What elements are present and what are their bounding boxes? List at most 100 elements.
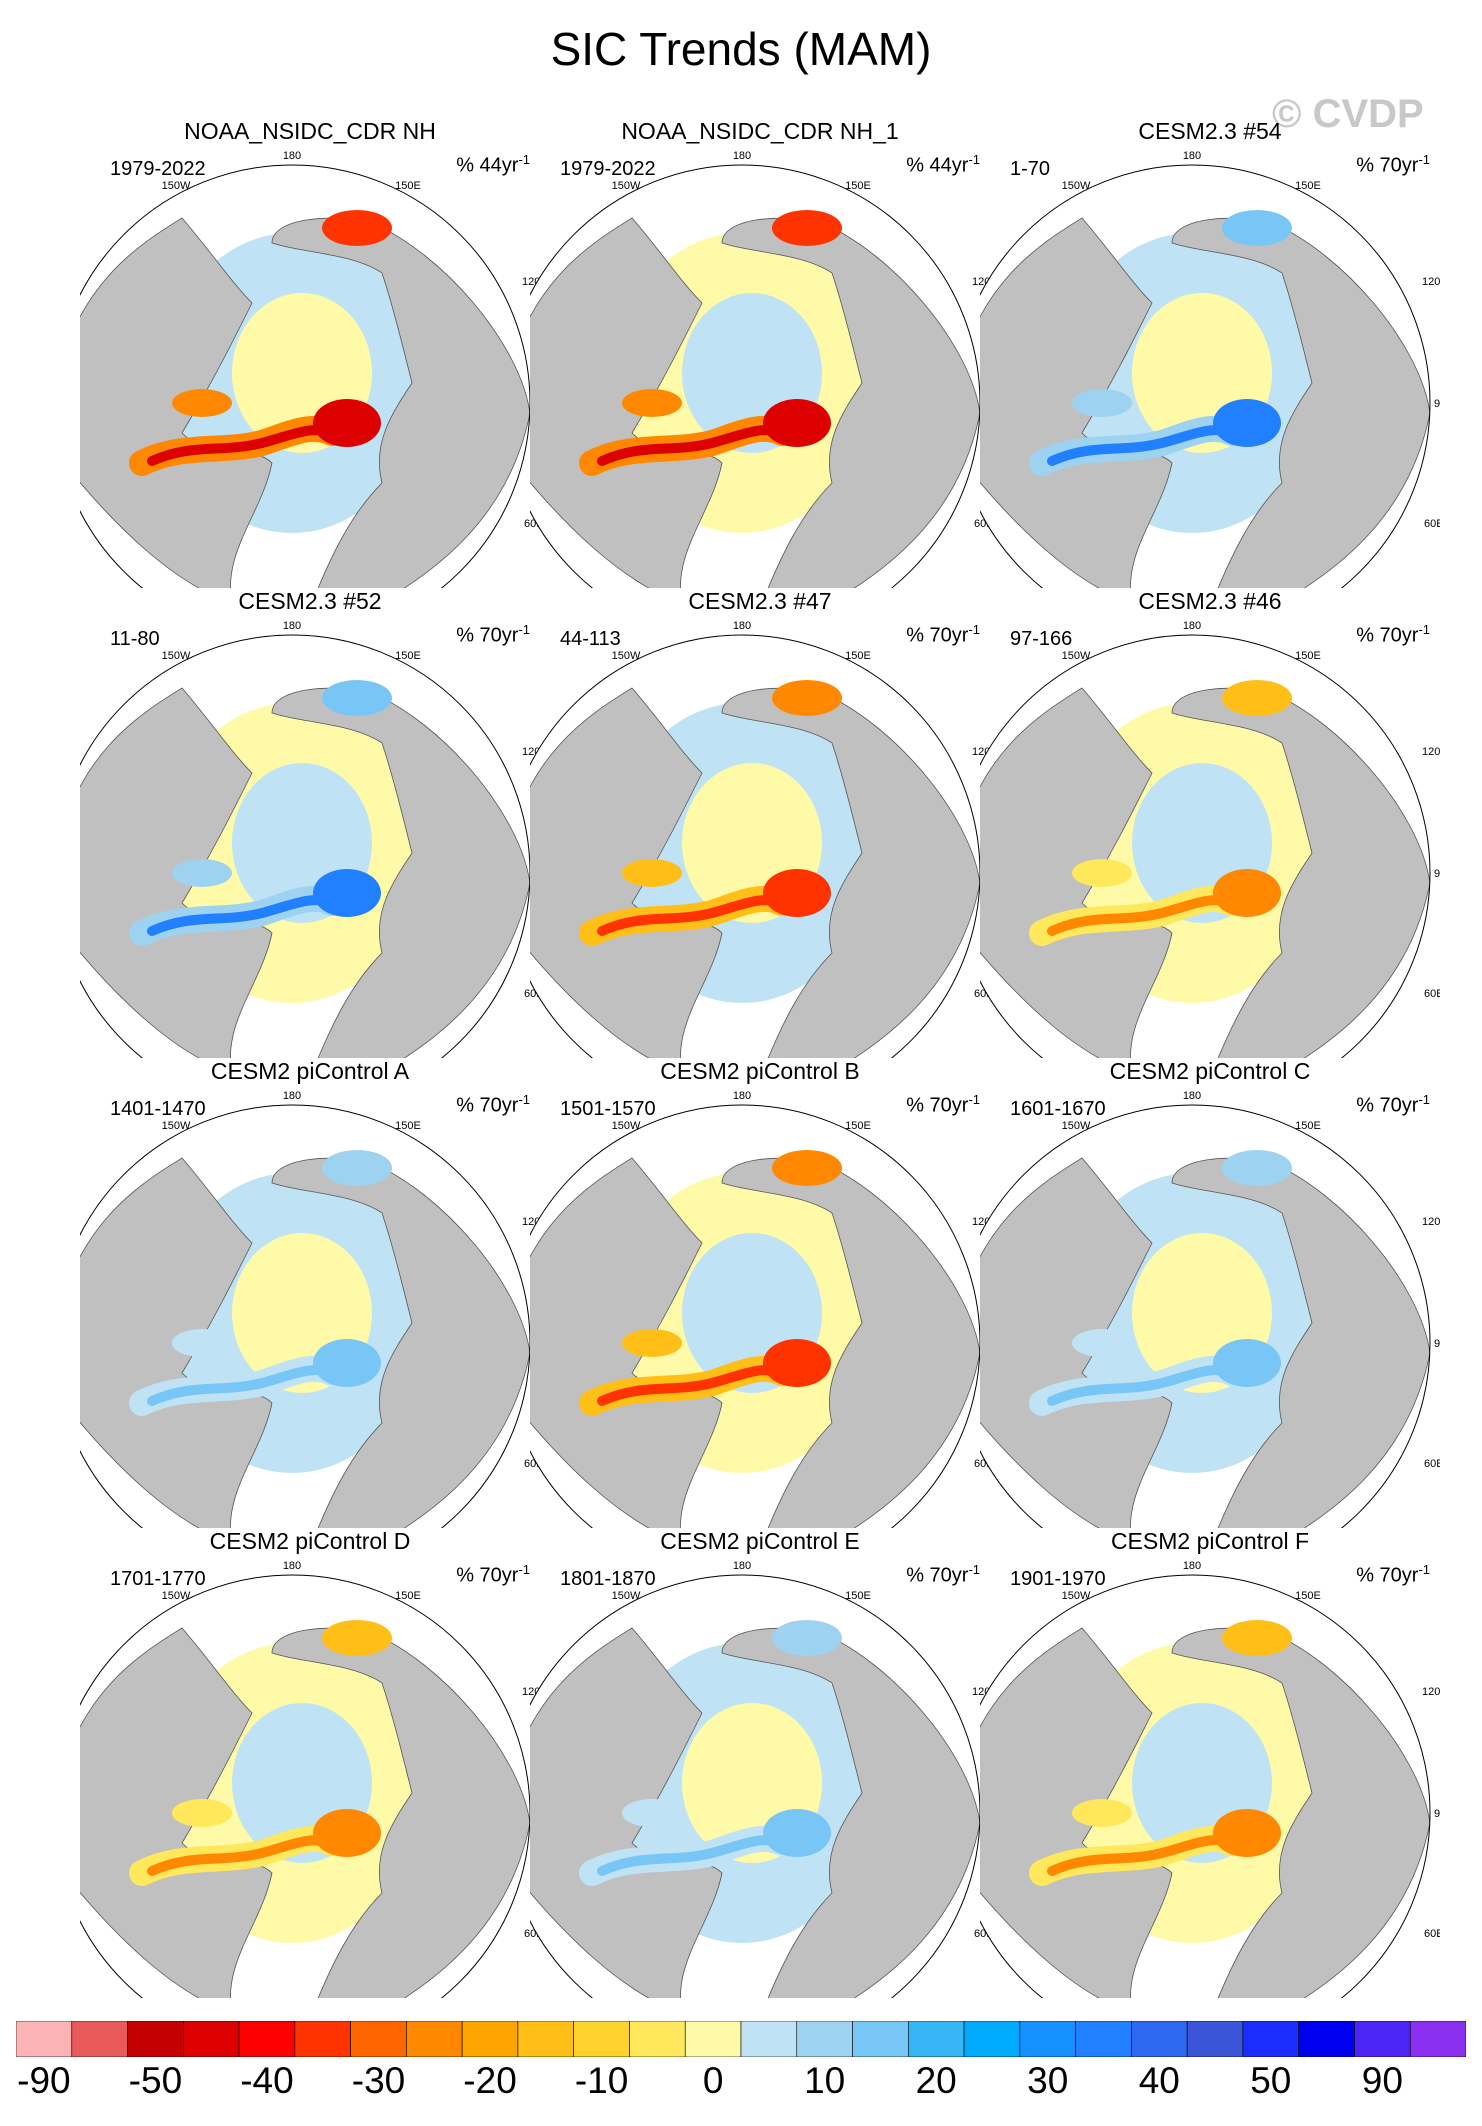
longitude-label: 180: [733, 1560, 751, 1572]
panel-units: % 70yr-1: [1356, 1562, 1430, 1588]
map-panel: NOAA_NSIDC_CDR NH 1979-2022 % 44yr-1 180 150…: [80, 118, 540, 588]
map-panel: CESM2 piControl F 1901-1970 % 70yr-1 180 150…: [980, 1528, 1440, 1998]
trend-hotspot: [172, 859, 232, 887]
panel-units: % 70yr-1: [456, 1562, 530, 1588]
longitude-label: 180: [1183, 1090, 1201, 1102]
colorbar-swatch: [963, 2021, 1021, 2057]
colorbar-swatch: [16, 2021, 73, 2057]
panel-units-text: % 44yr: [906, 154, 969, 177]
panel-title: CESM2 piControl D: [209, 1528, 411, 1554]
panel-years: 44-113: [560, 628, 621, 650]
longitude-label: 180: [283, 1090, 301, 1102]
panel-units-exponent: -1: [1418, 152, 1430, 167]
land-mass: [980, 217, 1173, 588]
panel-years: 97-166: [1010, 628, 1073, 650]
colorbar-tick-label: 30: [1027, 2060, 1069, 2101]
longitude-label: 60E: [1424, 1928, 1440, 1940]
colorbar-swatch: [573, 2021, 630, 2057]
polar-map: 180150W150E120W120E90W90E60W60E30W30E0: [80, 1090, 540, 1528]
trend-hotspot: [172, 389, 232, 417]
longitude-label: 180: [283, 150, 301, 162]
colorbar-swatch: [740, 2021, 798, 2057]
trend-hotspot: [763, 399, 831, 447]
trend-band-core: [147, 1835, 337, 1876]
land-mass: [271, 687, 530, 1058]
panel-units-exponent: -1: [968, 1562, 980, 1577]
longitude-label: 150W: [612, 1120, 641, 1132]
panel-units-text: % 70yr: [1356, 154, 1419, 177]
longitude-label: 120E: [1422, 746, 1440, 758]
longitude-label: 180: [733, 620, 751, 632]
land-mass: [980, 1627, 1173, 1998]
panel-years: 1979-2022: [110, 158, 206, 180]
colorbar-swatch: [127, 2021, 184, 2057]
longitude-label: 150E: [395, 1120, 421, 1132]
colorbar: [16, 2021, 1466, 2057]
panel-title: CESM2.3 #54: [1138, 118, 1282, 144]
map-panel: CESM2 piControl C 1601-1670 % 70yr-1 180 150…: [980, 1058, 1440, 1528]
land-mass: [80, 217, 273, 588]
land-mass: [80, 1157, 273, 1528]
panel-units-exponent: -1: [518, 1092, 530, 1107]
colorbar-tick-label: -10: [574, 2060, 629, 2101]
longitude-label: 60E: [1424, 988, 1440, 1000]
map-panel: CESM2.3 #541-70% 70yr-1180150W150E120W12…: [980, 118, 1440, 588]
longitude-label: 180: [283, 1560, 301, 1572]
panel-title: CESM2 piControl A: [210, 1058, 410, 1084]
land-mass: [530, 1157, 723, 1528]
panel-units-text: % 70yr: [1356, 1094, 1419, 1117]
trend-band-core: [1047, 895, 1237, 936]
land-mass: [271, 217, 530, 588]
polar-map: 180150W150E120W120E90W90E60W60E30W30E0: [80, 150, 540, 588]
colorbar-tick-label: 50: [1250, 2060, 1292, 2101]
trend-hotspot: [772, 680, 842, 716]
longitude-label: 180: [1183, 1560, 1201, 1572]
colorbar-swatch: [1409, 2021, 1466, 2057]
colorbar-tick-label: 40: [1138, 2060, 1180, 2101]
colorbar-swatch: [517, 2021, 574, 2057]
panel-units: % 70yr-1: [1356, 1092, 1430, 1118]
trend-hotspot: [772, 210, 842, 246]
longitude-label: 150W: [1062, 1590, 1091, 1602]
panel-units-exponent: -1: [968, 1092, 980, 1107]
figure-title: SIC Trends (MAM): [550, 23, 932, 75]
trend-hotspot: [1222, 210, 1292, 246]
panel-years: 1701-1770: [110, 1568, 206, 1590]
trend-hotspot: [322, 1620, 392, 1656]
longitude-label: 120E: [1422, 1686, 1440, 1698]
longitude-label: 150W: [162, 180, 191, 192]
map-panel: CESM2 piControl E 1801-1870 % 70yr-1 180 150…: [530, 1528, 990, 1998]
trend-hotspot: [322, 1150, 392, 1186]
panel-units-exponent: -1: [968, 622, 980, 637]
trend-hotspot: [1213, 1339, 1281, 1387]
colorbar-swatch: [1131, 2021, 1188, 2057]
trend-hotspot: [1072, 389, 1132, 417]
longitude-label: 150E: [395, 1590, 421, 1602]
polar-map: 180150W150E120W120E90W90E60W60E30W30E0: [530, 150, 990, 588]
panel-title: CESM2.3 #46: [1138, 588, 1282, 614]
colorbar-swatch: [461, 2021, 519, 2057]
panel-units: % 70yr-1: [456, 1092, 530, 1118]
colorbar-swatch: [1298, 2021, 1355, 2057]
colorbar-swatch: [629, 2021, 686, 2057]
longitude-label: 150E: [1295, 650, 1321, 662]
longitude-label: 150E: [845, 180, 871, 192]
colorbar-tick-label: -40: [240, 2060, 294, 2101]
land-mass: [80, 687, 273, 1058]
colorbar-tick-label: 10: [804, 2060, 846, 2101]
panel-units-exponent: -1: [518, 152, 530, 167]
colorbar-tick-label: -90: [17, 2060, 71, 2101]
colorbar-swatch: [1019, 2021, 1076, 2057]
colorbar-swatch: [796, 2021, 853, 2057]
trend-hotspot: [1222, 1150, 1292, 1186]
panel-units: % 44yr-1: [456, 152, 530, 178]
land-mass: [721, 687, 980, 1058]
longitude-label: 60E: [1424, 518, 1440, 530]
trend-band-core: [597, 1365, 787, 1406]
longitude-label: 150W: [612, 1590, 641, 1602]
panel-title: CESM2 piControl E: [660, 1528, 860, 1554]
longitude-label: 180: [1183, 620, 1201, 632]
panel-units: % 70yr-1: [456, 622, 530, 648]
land-mass: [80, 1627, 273, 1998]
